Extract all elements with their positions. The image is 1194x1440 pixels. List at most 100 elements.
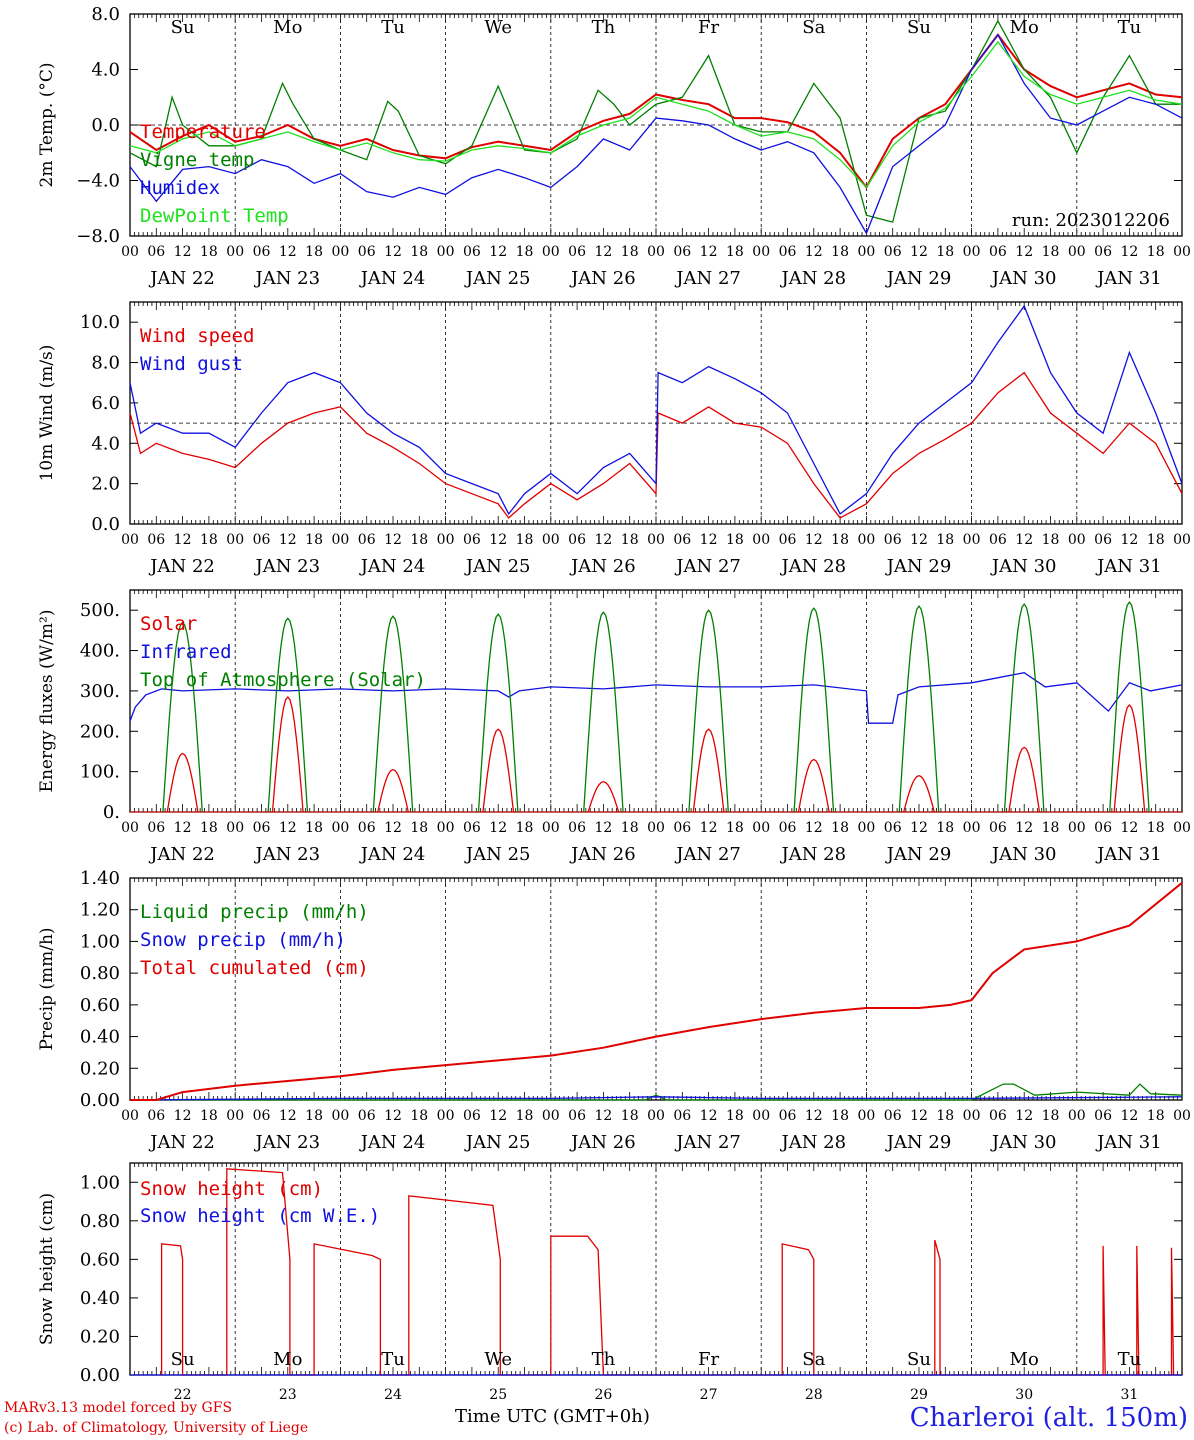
panel-3 <box>129 589 1183 813</box>
hour-tick-label: 06 <box>989 820 1007 836</box>
date-label: JAN 22 <box>148 556 215 577</box>
y-tick-label: 1.20 <box>80 900 120 921</box>
y-tick-label: 1.00 <box>80 931 120 952</box>
panel-2 <box>129 301 1183 525</box>
legend-item: Liquid precip (mm/h) <box>140 901 369 923</box>
hour-tick-label: 00 <box>542 1108 560 1124</box>
y-tick-label: 500. <box>80 600 120 621</box>
day-number-label: 30 <box>1015 1387 1033 1403</box>
hour-tick-label: 12 <box>279 1108 297 1124</box>
series-line <box>130 882 1183 1101</box>
y-tick-label: 0.80 <box>80 963 120 984</box>
hour-tick-label: 18 <box>1042 1108 1060 1124</box>
y-tick-label: 0.0 <box>91 115 120 136</box>
date-label: JAN 25 <box>464 556 531 577</box>
hour-tick-label: 00 <box>1173 820 1191 836</box>
date-label: JAN 24 <box>359 1132 426 1153</box>
y-tick-label: 4.0 <box>91 60 120 81</box>
hour-tick-label: 06 <box>358 244 376 260</box>
legend-item: Temperature <box>140 121 266 143</box>
y-tick-label: 1.00 <box>80 1172 120 1193</box>
legend-item: Vigne temp <box>140 149 254 171</box>
y-axis-title: Precip (mm/h) <box>37 927 57 1050</box>
hour-tick-label: 18 <box>621 1108 639 1124</box>
hour-tick-label: 00 <box>647 820 665 836</box>
panel-4 <box>129 877 1183 1101</box>
day-number-label: 28 <box>805 1387 823 1403</box>
hour-tick-label: 00 <box>542 244 560 260</box>
date-label: JAN 27 <box>674 844 741 865</box>
hour-tick-label: 06 <box>884 244 902 260</box>
hour-tick-label: 06 <box>358 820 376 836</box>
hour-tick-label: 18 <box>1147 244 1165 260</box>
hour-tick-label: 18 <box>410 820 428 836</box>
hour-tick-label: 12 <box>1120 1108 1138 1124</box>
hour-tick-label: 12 <box>1120 820 1138 836</box>
weekday-label: Mo <box>273 17 302 38</box>
weekday-label: Su <box>907 17 931 38</box>
hour-tick-label: 06 <box>463 1108 481 1124</box>
hour-tick-label: 00 <box>331 532 349 548</box>
hour-tick-label: 06 <box>989 1108 1007 1124</box>
date-label: JAN 29 <box>885 1132 952 1153</box>
day-number-label: 29 <box>910 1387 928 1403</box>
hour-tick-label: 18 <box>726 532 744 548</box>
y-tick-label: 10.0 <box>80 312 120 333</box>
series-line <box>903 774 935 813</box>
legend-item: Top of Atmosphere (Solar) <box>140 669 426 691</box>
hour-tick-label: 18 <box>726 1108 744 1124</box>
date-label: JAN 27 <box>674 268 741 289</box>
date-label: JAN 23 <box>254 1132 321 1153</box>
hour-tick-label: 00 <box>963 820 981 836</box>
hour-tick-label: 12 <box>384 1108 402 1124</box>
hour-tick-label: 18 <box>831 820 849 836</box>
date-label: JAN 26 <box>569 844 636 865</box>
hour-tick-label: 06 <box>253 532 271 548</box>
hour-tick-label: 00 <box>752 244 770 260</box>
hour-tick-label: 06 <box>673 1108 691 1124</box>
y-tick-label: 2.0 <box>91 474 120 495</box>
series-line <box>160 1168 1182 1376</box>
hour-tick-label: 18 <box>1147 1108 1165 1124</box>
hour-tick-label: 06 <box>779 532 797 548</box>
x-axis-title: Time UTC (GMT+0h) <box>455 1406 650 1427</box>
series-line <box>793 607 835 813</box>
y-tick-label: 4.0 <box>91 433 120 454</box>
series-line <box>166 752 199 813</box>
hour-tick-label: 00 <box>331 1108 349 1124</box>
hour-tick-label: 12 <box>279 820 297 836</box>
y-tick-label: −4.0 <box>76 171 120 192</box>
series-line <box>898 604 940 813</box>
hour-tick-label: 18 <box>936 244 954 260</box>
hour-tick-label: 06 <box>358 1108 376 1124</box>
y-tick-label: 0. <box>103 802 120 823</box>
hour-tick-label: 12 <box>594 1108 612 1124</box>
hour-tick-label: 06 <box>1094 820 1112 836</box>
hour-tick-label: 06 <box>1094 244 1112 260</box>
weekday-label: Mo <box>273 1349 302 1370</box>
hour-tick-label: 00 <box>226 820 244 836</box>
hour-tick-label: 06 <box>463 820 481 836</box>
hour-tick-label: 12 <box>1015 532 1033 548</box>
series-line <box>1109 600 1150 813</box>
series-line <box>129 33 1183 190</box>
legend-item: Humidex <box>140 177 220 199</box>
weekday-label: Tu <box>1118 1349 1142 1370</box>
y-tick-label: −8.0 <box>76 226 120 247</box>
hour-tick-label: 00 <box>331 820 349 836</box>
date-label: JAN 26 <box>569 556 636 577</box>
day-number-label: 31 <box>1120 1387 1138 1403</box>
y-tick-label: 0.60 <box>80 995 120 1016</box>
date-label: JAN 31 <box>1095 844 1162 865</box>
y-tick-label: 8.0 <box>91 4 120 25</box>
date-label: JAN 29 <box>885 268 952 289</box>
hour-tick-label: 18 <box>1147 532 1165 548</box>
y-axis-title: 2m Temp. (°C) <box>37 62 57 187</box>
hour-tick-label: 12 <box>910 532 928 548</box>
hour-tick-label: 12 <box>489 1108 507 1124</box>
date-label: JAN 31 <box>1095 1132 1162 1153</box>
hour-tick-label: 00 <box>647 244 665 260</box>
hour-tick-label: 06 <box>358 532 376 548</box>
series-line <box>129 40 1183 189</box>
hour-tick-label: 00 <box>647 1108 665 1124</box>
